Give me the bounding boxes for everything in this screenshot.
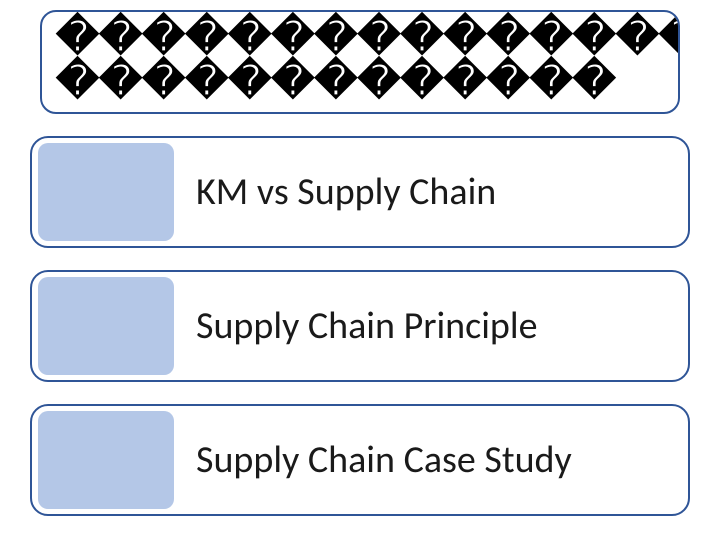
- item-label: Supply Chain Principle: [174, 303, 538, 349]
- title-box: ��������������� �������������: [40, 10, 680, 114]
- bullet-icon: [38, 411, 174, 509]
- list-item: KM vs Supply Chain: [30, 136, 690, 248]
- list-item: Supply Chain Principle: [30, 270, 690, 382]
- title-line-2: �������������: [56, 60, 664, 104]
- item-label: KM vs Supply Chain: [174, 169, 496, 215]
- item-label: Supply Chain Case Study: [174, 437, 572, 483]
- slide-container: ��������������� ������������� KM vs Supp…: [0, 10, 720, 516]
- title-line-1: ���������������: [56, 16, 664, 60]
- list-item: Supply Chain Case Study: [30, 404, 690, 516]
- bullet-icon: [38, 277, 174, 375]
- bullet-icon: [38, 143, 174, 241]
